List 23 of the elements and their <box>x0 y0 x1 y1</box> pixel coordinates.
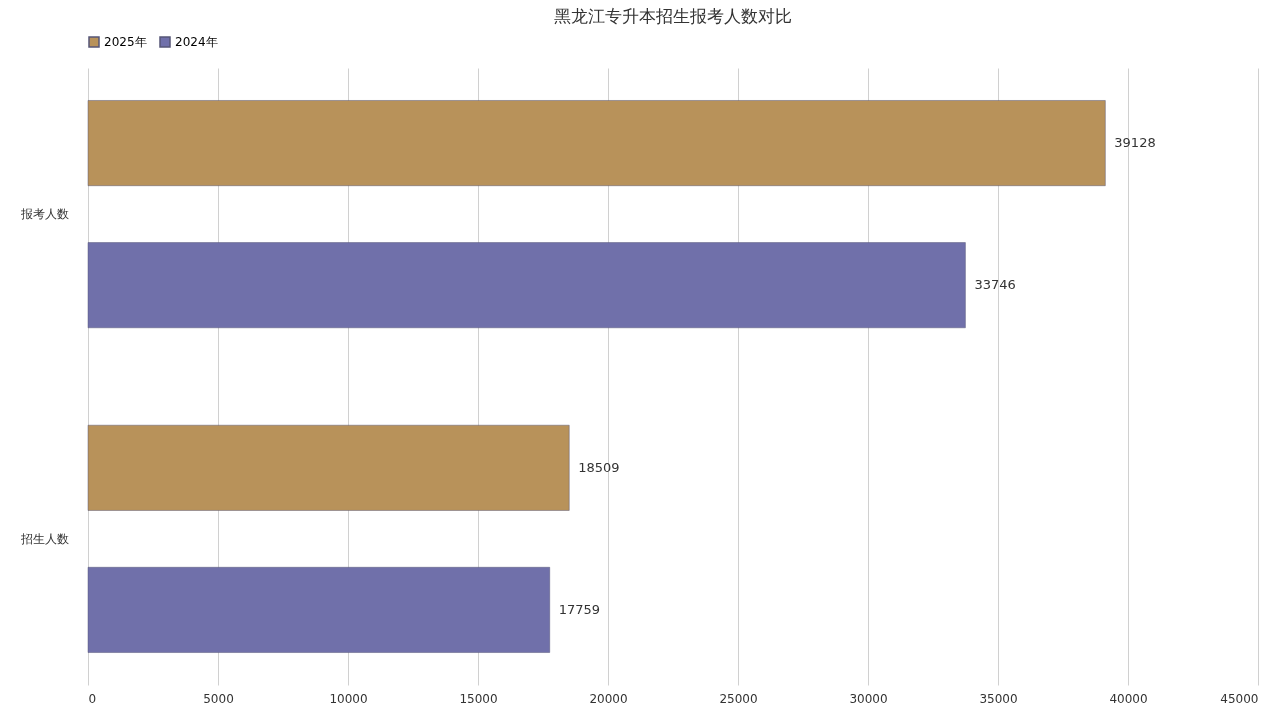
bar <box>87 242 966 329</box>
data-label: 39128 <box>1114 135 1156 151</box>
y-tick-label: 报考人数 <box>19 207 69 222</box>
data-label: 17759 <box>558 601 601 617</box>
x-tick-label: 35000 <box>979 691 1018 706</box>
x-tick-label: 45000 <box>1220 691 1259 706</box>
y-tick-label: 招生人数 <box>19 531 69 546</box>
x-tick-label: 0 <box>88 691 97 706</box>
data-label: 33746 <box>974 277 1016 293</box>
x-tick-label: 40000 <box>1109 691 1148 706</box>
bar <box>87 100 1106 187</box>
x-tick-label: 15000 <box>459 691 498 706</box>
x-tick-label: 25000 <box>719 691 758 706</box>
x-tick-label: 10000 <box>329 691 368 706</box>
legend-label: 2025年 <box>104 35 147 49</box>
x-tick-label: 5000 <box>203 691 234 706</box>
chart-title: 黑龙江专升本招生报考人数对比 <box>554 6 792 26</box>
x-tick-label: 30000 <box>849 691 888 706</box>
bar <box>87 566 551 653</box>
bar <box>87 424 570 511</box>
x-tick-label: 20000 <box>589 691 628 706</box>
data-label: 18509 <box>578 459 620 475</box>
legend-label: 2024年 <box>175 35 218 49</box>
